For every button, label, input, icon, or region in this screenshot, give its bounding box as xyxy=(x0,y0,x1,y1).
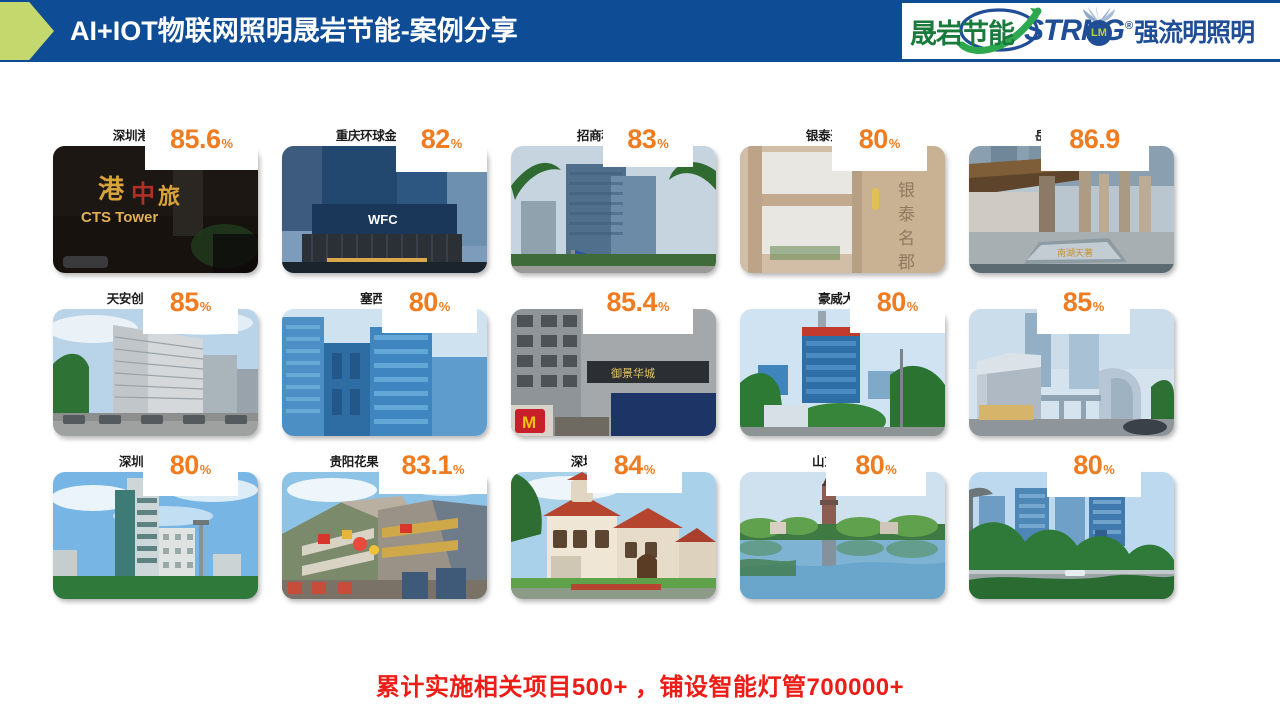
efficiency-badge: 85 % xyxy=(143,289,238,334)
percent-sign: % xyxy=(438,299,451,314)
efficiency-value: 80 xyxy=(408,287,439,317)
case-card[interactable]: 深圳港中旅大厦 港 中 旅 CTS Tower 85.6 % xyxy=(53,126,258,273)
svg-text:旅: 旅 xyxy=(158,184,180,209)
efficiency-value: 80 xyxy=(1073,450,1103,480)
svg-text:CTS Tower: CTS Tower xyxy=(81,209,158,226)
page-header: AI+IOT物联网照明晟岩节能-案例分享 晟岩节能 STR LM NG ® 强流… xyxy=(0,0,1280,62)
percent-sign: % xyxy=(888,136,901,151)
logo-chinese-brand-2: 强流明照明 xyxy=(1134,19,1255,47)
percent-sign: % xyxy=(906,299,919,314)
case-row: 深圳港中旅大厦 港 中 旅 CTS Tower 85.6 % xyxy=(53,126,1233,273)
case-card[interactable]: 水贝银座 xyxy=(969,452,1174,599)
percent-sign: % xyxy=(221,136,234,151)
case-card[interactable]: 招商积余大厦 xyxy=(511,126,716,273)
case-photo-wrap xyxy=(511,146,716,273)
brand-logo: 晟岩节能 STR LM NG ® 强流明照明 xyxy=(902,3,1280,59)
logo-lm-badge: LM xyxy=(1086,20,1112,46)
case-row: 深圳上步大厦 xyxy=(53,452,1233,599)
case-card[interactable]: 御景华城 御景华城 M xyxy=(511,289,716,436)
efficiency-value: 80 xyxy=(876,287,907,317)
case-card[interactable]: 重庆环球金融中心 WFC xyxy=(282,126,487,273)
logo-strong-text: STR xyxy=(1024,14,1082,47)
efficiency-badge: 83 % xyxy=(603,126,693,167)
svg-text:御景华城: 御景华城 xyxy=(611,366,655,380)
page-title: AI+IOT物联网照明晟岩节能-案例分享 xyxy=(70,16,518,46)
svg-text:泰: 泰 xyxy=(898,205,915,224)
case-card[interactable]: 岳阳南湖天著 xyxy=(969,126,1174,273)
case-photo-wrap xyxy=(282,472,487,599)
efficiency-badge: 80 % xyxy=(850,289,945,333)
case-photo-wrap xyxy=(740,472,945,599)
chevron-accent-icon xyxy=(0,2,54,60)
percent-sign: % xyxy=(885,462,897,477)
case-card[interactable]: 山东莱蒙湖 xyxy=(740,452,945,599)
percent-sign: % xyxy=(658,299,670,314)
svg-text:银: 银 xyxy=(898,181,915,200)
case-card[interactable]: 深圳上步大厦 xyxy=(53,452,258,599)
svg-text:郡: 郡 xyxy=(898,253,915,272)
case-photo xyxy=(511,146,716,273)
svg-text:中: 中 xyxy=(131,181,155,208)
efficiency-badge: 85.4 % xyxy=(583,289,693,334)
efficiency-value: 85 xyxy=(1062,287,1093,317)
svg-text:WFC: WFC xyxy=(368,212,398,227)
case-card[interactable]: 银泰开元名郡 银 泰 名 郡 xyxy=(740,126,945,273)
case-photo-wrap xyxy=(740,309,945,436)
percent-sign: % xyxy=(199,299,212,314)
case-card[interactable]: 贵阳花果园购物中心 xyxy=(282,452,487,599)
efficiency-value: 80 xyxy=(858,124,889,154)
case-card[interactable]: 深圳高尔夫花园 xyxy=(511,452,716,599)
efficiency-value: 82 xyxy=(420,124,451,154)
efficiency-badge: 80 % xyxy=(826,452,926,496)
case-card[interactable]: 天安创新科技广场 xyxy=(53,289,258,436)
svg-text:南湖天著: 南湖天著 xyxy=(1057,247,1093,258)
fan-blades-icon xyxy=(1083,6,1115,22)
efficiency-badge: 80 % xyxy=(832,126,927,171)
efficiency-value: 86.9 xyxy=(1069,124,1120,154)
efficiency-badge: 80 % xyxy=(1047,452,1141,497)
percent-sign: % xyxy=(1103,462,1115,477)
efficiency-value: 80 xyxy=(169,450,200,480)
percent-sign: % xyxy=(199,462,212,477)
case-photo-wrap xyxy=(511,472,716,599)
case-row: 天安创新科技广场 xyxy=(53,289,1233,436)
logo-strong-wordmark: STR LM NG ® xyxy=(1024,6,1134,48)
efficiency-badge: 83.1 % xyxy=(379,452,487,494)
percent-sign: % xyxy=(657,136,669,151)
efficiency-badge: 84 % xyxy=(587,452,682,493)
efficiency-badge: 80 % xyxy=(143,452,238,496)
case-card[interactable]: 博隆大厦 xyxy=(969,289,1174,436)
efficiency-value: 80 xyxy=(855,450,885,480)
efficiency-value: 84 xyxy=(613,450,644,480)
svg-text:港: 港 xyxy=(98,174,125,204)
efficiency-value: 85.4 xyxy=(606,287,657,317)
efficiency-value: 83.1 xyxy=(401,450,452,480)
svg-text:名: 名 xyxy=(898,229,915,248)
case-photo xyxy=(740,309,945,436)
case-card[interactable]: 豪威大厦 xyxy=(740,289,945,436)
efficiency-badge: 82 % xyxy=(396,126,487,172)
summary-statement: 累计实施相关项目500+ ，铺设智能灯管700000+ xyxy=(375,674,905,701)
efficiency-badge: 80 % xyxy=(382,289,477,333)
efficiency-badge: 85.6 % xyxy=(145,126,258,170)
registered-trademark-icon: ® xyxy=(1125,20,1134,32)
percent-sign: % xyxy=(453,462,465,477)
efficiency-value: 85 xyxy=(169,287,200,317)
case-photo xyxy=(282,472,487,599)
percent-sign: % xyxy=(1092,299,1105,314)
case-photo xyxy=(511,472,716,599)
efficiency-badge: 85 % xyxy=(1037,289,1130,334)
case-study-grid: 深圳港中旅大厦 港 中 旅 CTS Tower 85.6 % xyxy=(53,126,1233,615)
percent-sign: % xyxy=(450,136,463,151)
efficiency-badge: 86.9 xyxy=(1041,126,1149,171)
case-card[interactable]: 塞西大厦 xyxy=(282,289,487,436)
percent-sign: % xyxy=(643,462,656,477)
efficiency-value: 83 xyxy=(627,124,657,154)
logo-chinese-brand: 晟岩节能 xyxy=(910,18,1015,49)
svg-text:M: M xyxy=(522,413,536,432)
efficiency-value: 85.6 xyxy=(169,124,221,154)
case-photo xyxy=(740,472,945,599)
